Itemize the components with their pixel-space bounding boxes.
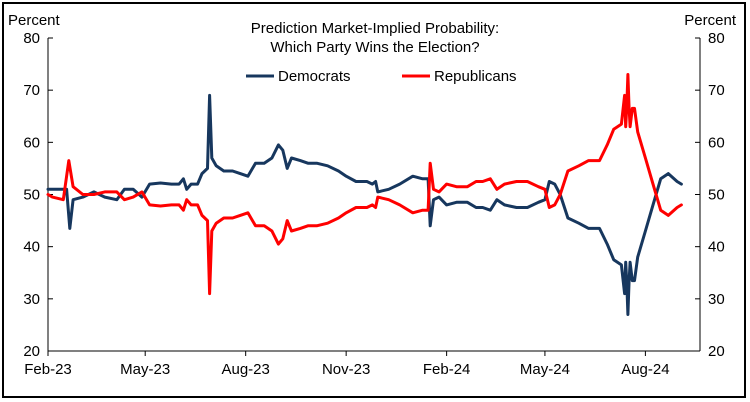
series-lines: [46, 73, 683, 316]
y-tick-label-left: 70: [23, 82, 40, 99]
y-tick-label-left: 40: [23, 239, 40, 256]
legend-label-democrats: Democrats: [278, 68, 351, 85]
right-axis-label: Percent: [684, 12, 737, 29]
x-tick-label: May-24: [520, 361, 570, 378]
chart-title-line-1: Prediction Market-Implied Probability:: [251, 20, 499, 37]
y-tick-label-left: 30: [23, 291, 40, 308]
y-tick-label-right: 30: [708, 291, 725, 308]
y-tick-label-right: 20: [708, 343, 725, 360]
x-tick-label: May-23: [120, 361, 170, 378]
legend-label-republicans: Republicans: [434, 68, 517, 85]
series-line-republicans: [46, 73, 683, 296]
left-axis-label: Percent: [8, 12, 61, 29]
y-tick-label-right: 50: [708, 187, 725, 204]
legend: Democrats Republicans: [246, 68, 517, 85]
x-tick-label: Aug-23: [221, 361, 269, 378]
y-tick-label-left: 20: [23, 343, 40, 360]
y-tick-label-right: 80: [708, 30, 725, 47]
axes: 20 20 30 30 40 40 50 50 60 60 70 70 80 80 Feb-23 May-23…: [23, 30, 724, 378]
y-tick-label-left: 50: [23, 187, 40, 204]
x-tick-label: Nov-23: [322, 361, 370, 378]
y-tick-label-left: 80: [23, 30, 40, 47]
chart-title-line-2: Which Party Wins the Election?: [270, 39, 479, 56]
y-tick-label-left: 60: [23, 134, 40, 151]
y-tick-label-right: 40: [708, 239, 725, 256]
x-tick-label: Feb-23: [24, 361, 72, 378]
y-tick-label-right: 70: [708, 82, 725, 99]
y-tick-label-right: 60: [708, 134, 725, 151]
x-tick-label: Feb-24: [423, 361, 471, 378]
series-line-democrats: [46, 93, 683, 316]
x-tick-label: Aug-24: [621, 361, 669, 378]
